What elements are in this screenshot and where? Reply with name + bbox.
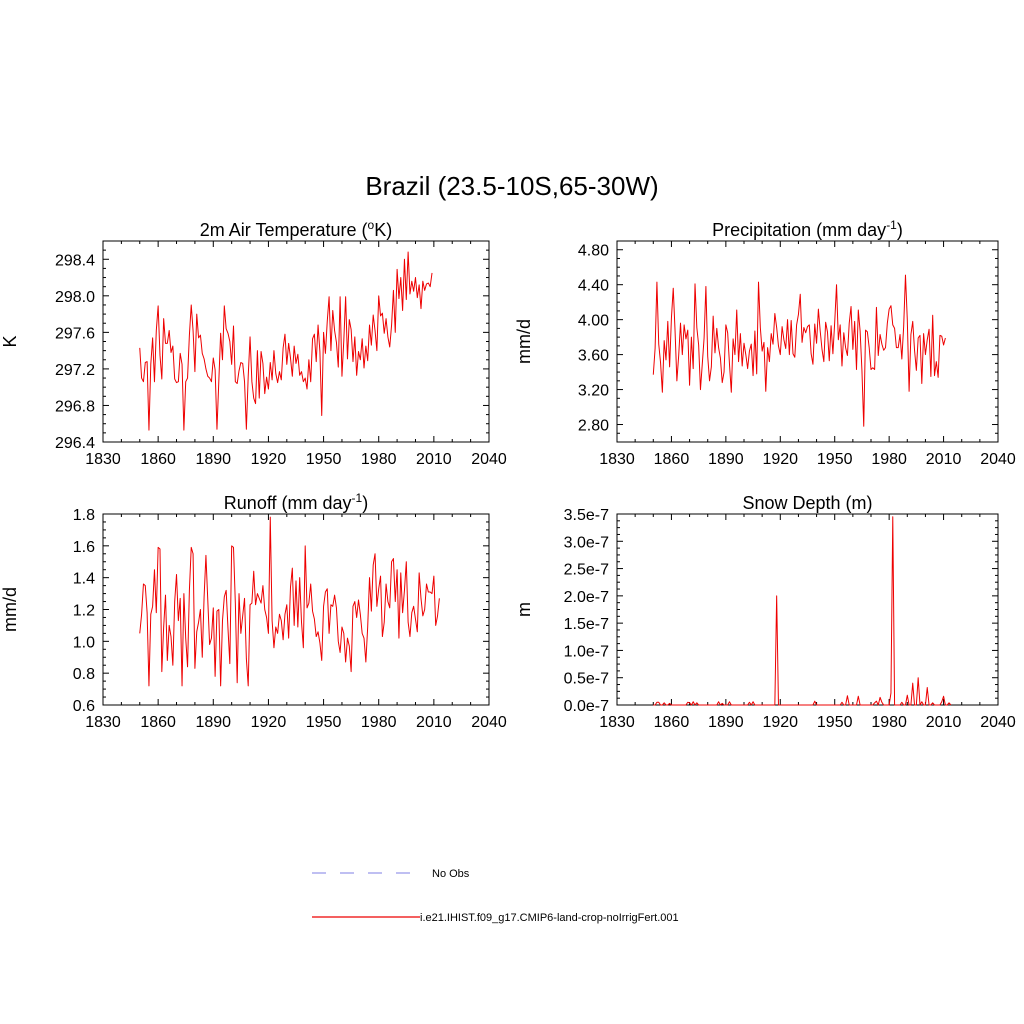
y-tick-label: 4.80	[578, 243, 609, 260]
y-tick-label: 1.5e-7	[564, 616, 609, 633]
x-tick-label: 2040	[980, 451, 1016, 468]
y-tick-label: 3.0e-7	[564, 534, 609, 551]
chart-title-suffix: )	[897, 220, 903, 240]
y-axis-label: mm/d	[0, 587, 20, 632]
x-tick-label: 1860	[654, 451, 690, 468]
y-tick-label: 1.8	[73, 507, 95, 524]
x-tick-label: 1830	[85, 451, 121, 468]
chart-title-superscript: -1	[886, 218, 897, 232]
plot-frame	[102, 240, 490, 443]
y-tick-label: 298.0	[55, 289, 95, 306]
chart-title: Runoff (mm day-1)	[224, 491, 368, 513]
y-tick-label: 1.2	[73, 603, 95, 620]
y-tick-label: 0.6	[73, 698, 95, 715]
x-tick-label: 1830	[85, 714, 121, 731]
y-tick-label: 4.00	[578, 313, 609, 330]
x-tick-label: 1920	[251, 451, 287, 468]
y-tick-label: 3.20	[578, 383, 609, 400]
y-tick-label: 2.0e-7	[564, 589, 609, 606]
y-tick-label: 1.6	[73, 539, 95, 556]
x-tick-label: 1890	[708, 451, 744, 468]
x-tick-label: 1920	[762, 714, 798, 731]
x-tick-label: 1980	[361, 451, 397, 468]
chart-snow-depth: Snow Depth (m) m 1830 1860 1890 1920 1950 1980 2…	[514, 493, 1016, 731]
chart-title-suffix: K)	[374, 220, 392, 240]
x-tick-label: 1950	[306, 714, 342, 731]
chart-title: Precipitation (mm day-1)	[712, 218, 903, 240]
series-line-temperature	[139, 251, 433, 431]
x-tick-label: 1890	[195, 714, 231, 731]
panels: 2m Air Temperature (oK) K 1830 1860 1890 1920…	[0, 218, 1016, 731]
x-tick-label: 2040	[471, 451, 507, 468]
x-tick-label: 1950	[306, 451, 342, 468]
x-tick-label: 1980	[871, 451, 907, 468]
legend-label-model: i.e21.IHIST.f09_g17.CMIP6-land-crop-noIr…	[420, 912, 679, 924]
x-tick-label: 1860	[654, 714, 690, 731]
y-tick-label: 1.0e-7	[564, 643, 609, 660]
chart-title-text: 2m Air Temperature (	[200, 220, 368, 240]
chart-title-superscript: o	[368, 218, 375, 232]
series-line-snow-depth	[653, 516, 952, 706]
y-tick-label: 2.5e-7	[564, 562, 609, 579]
chart-runoff: Runoff (mm day-1) mm/d 1830 1860 1890 1920 195…	[0, 491, 507, 731]
y-tick-label: 2.80	[578, 418, 609, 435]
x-tick-label: 1980	[871, 714, 907, 731]
x-tick-label: 1860	[140, 714, 176, 731]
x-tick-label: 2040	[471, 714, 507, 731]
x-tick-label: 1980	[361, 714, 397, 731]
x-tick-label: 1950	[817, 451, 853, 468]
y-tick-label: 0.8	[73, 666, 95, 683]
x-tick-label: 2010	[416, 714, 452, 731]
legend-label-no-obs: No Obs	[432, 868, 470, 880]
chart-title-text: Runoff (mm day	[224, 493, 352, 513]
x-tick-label: 2010	[926, 451, 962, 468]
y-tick-label: 3.5e-7	[564, 507, 609, 524]
y-tick-label: 1.0	[73, 634, 95, 651]
x-tick-label: 1920	[251, 714, 287, 731]
y-tick-label: 0.0e-7	[564, 698, 609, 715]
x-tick-label: 2010	[926, 714, 962, 731]
x-tick-label: 2010	[416, 451, 452, 468]
figure-title: Brazil (23.5-10S,65-30W)	[365, 171, 658, 201]
y-tick-label: 4.40	[578, 278, 609, 295]
plot-frame	[616, 513, 999, 706]
chart-title-text: Snow Depth (m)	[742, 493, 872, 513]
x-tick-label: 1920	[762, 451, 798, 468]
y-tick-label: 296.4	[55, 435, 95, 452]
chart-temperature: 2m Air Temperature (oK) K 1830 1860 1890 1920…	[0, 218, 507, 468]
y-tick-label: 297.2	[55, 362, 95, 379]
y-tick-label: 296.8	[55, 398, 95, 415]
x-tick-label: 1950	[817, 714, 853, 731]
chart-title-superscript: -1	[352, 491, 363, 505]
x-tick-label: 1830	[599, 714, 635, 731]
y-axis-label: mm/d	[514, 319, 534, 364]
y-axis-label: m	[514, 602, 534, 617]
x-tick-label: 1830	[599, 451, 635, 468]
chart-title: 2m Air Temperature (oK)	[200, 218, 392, 240]
y-tick-label: 297.6	[55, 325, 95, 342]
chart-precipitation: Precipitation (mm day-1) mm/d 1830 1860 1890…	[514, 218, 1016, 468]
x-tick-label: 1860	[140, 451, 176, 468]
plot-frame	[616, 240, 999, 443]
x-tick-label: 2040	[980, 714, 1016, 731]
y-tick-label: 0.5e-7	[564, 671, 609, 688]
y-tick-label: 3.60	[578, 348, 609, 365]
x-tick-label: 1890	[708, 714, 744, 731]
chart-title: Snow Depth (m)	[742, 493, 872, 513]
chart-title-text: Precipitation (mm day	[712, 220, 886, 240]
series-line-precipitation	[652, 274, 946, 427]
chart-title-suffix: )	[362, 493, 368, 513]
y-axis-label: K	[0, 335, 20, 347]
y-tick-label: 1.4	[73, 571, 95, 588]
series-line-runoff	[139, 516, 440, 687]
y-tick-label: 298.4	[55, 252, 95, 269]
legend: No Obs i.e21.IHIST.f09_g17.CMIP6-land-cr…	[312, 868, 679, 924]
x-tick-label: 1890	[195, 451, 231, 468]
